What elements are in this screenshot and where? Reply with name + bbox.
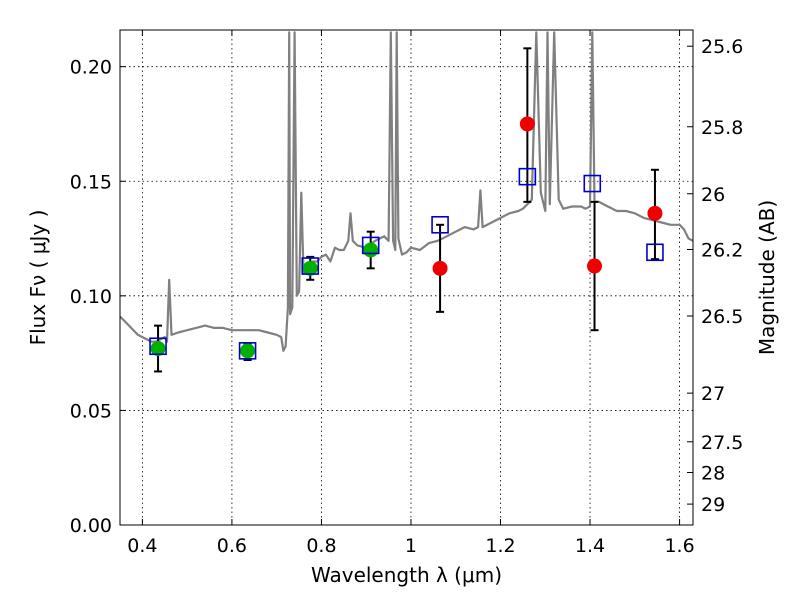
y2-axis-label: Magnitude (AB) bbox=[755, 200, 779, 355]
y-tick-label: 0.15 bbox=[70, 171, 112, 193]
x-tick-label: 1.2 bbox=[485, 535, 515, 557]
spectrum-layer bbox=[120, 31, 693, 352]
data-point bbox=[587, 258, 603, 274]
x-axis-label: Wavelength λ (μm) bbox=[311, 563, 502, 587]
plot-frame bbox=[119, 29, 694, 526]
data-point bbox=[432, 260, 448, 276]
x-tick-label: 1.6 bbox=[664, 535, 694, 557]
model-point bbox=[238, 342, 257, 360]
model-point bbox=[646, 243, 664, 262]
tick-layer: 0.4 0.6 0.8 1 1.2 1.4 1.6 0.00 0.05 0.10 0.15 0.20 2… bbox=[70, 30, 743, 557]
data-point bbox=[150, 341, 166, 357]
x-tick-label: 0.8 bbox=[306, 535, 336, 557]
y-tick-label: 0.00 bbox=[70, 515, 112, 537]
mag-tick-label: 27.5 bbox=[701, 432, 743, 454]
model-point bbox=[431, 215, 449, 234]
data-point bbox=[240, 343, 256, 359]
data-point bbox=[302, 260, 318, 276]
y-axis-label: Flux Fν ( μJy ) bbox=[26, 210, 50, 346]
data-point bbox=[519, 116, 535, 132]
mag-tick-label: 26.2 bbox=[701, 239, 743, 261]
mag-tick-label: 25.8 bbox=[701, 117, 743, 139]
model-point bbox=[301, 257, 320, 275]
x-tick-label: 0.4 bbox=[127, 535, 157, 557]
y-tick-label: 0.10 bbox=[70, 286, 112, 308]
mag-tick-label: 26 bbox=[701, 184, 725, 206]
y-tick-label: 0.05 bbox=[70, 400, 112, 422]
mag-tick-label: 26.5 bbox=[701, 306, 743, 328]
errorbar-layer bbox=[154, 47, 659, 373]
data-point bbox=[363, 242, 379, 258]
mag-tick-label: 28 bbox=[701, 463, 725, 485]
mag-tick-label: 25.6 bbox=[701, 36, 743, 58]
model-point bbox=[361, 236, 380, 255]
mag-tick-label: 29 bbox=[701, 494, 725, 516]
x-tick-label: 1.4 bbox=[575, 535, 605, 557]
x-tick-label: 1 bbox=[405, 535, 417, 557]
model-point bbox=[583, 174, 602, 193]
y-tick-label: 0.20 bbox=[70, 57, 112, 79]
spectrum-line bbox=[120, 31, 693, 352]
marker-layer bbox=[149, 116, 664, 360]
grid bbox=[120, 30, 693, 526]
data-point bbox=[647, 205, 663, 221]
model-point bbox=[518, 167, 537, 186]
x-tick-label: 0.6 bbox=[217, 535, 247, 557]
model-point bbox=[149, 337, 167, 356]
mag-tick-label: 27 bbox=[701, 383, 725, 405]
